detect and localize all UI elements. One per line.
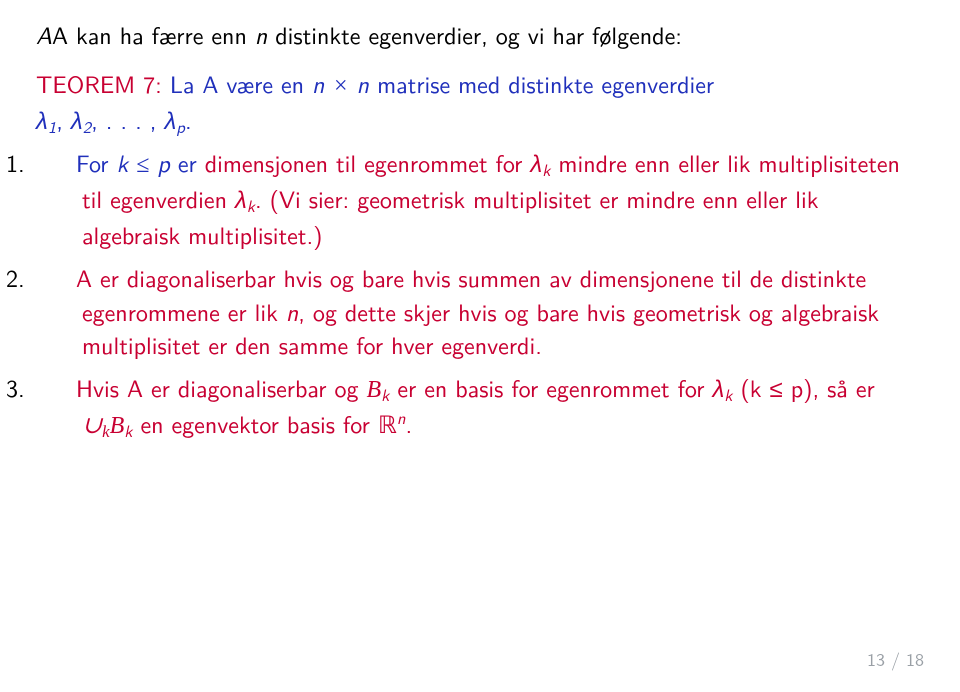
slide-page: AA kan ha færre enn n distinkte egenverd… [0, 0, 960, 692]
lambda-1: λ1 [36, 102, 56, 137]
intro-A: A [36, 17, 52, 52]
point-3-Bk: B [366, 377, 381, 403]
theorem-label: TEOREM 7: [36, 66, 162, 101]
intro-text-1: A kan ha færre enn [52, 17, 255, 52]
point-3-Rn: ℝn [378, 406, 406, 441]
intro-paragraph: AA kan ha færre enn n distinkte egenverd… [36, 18, 924, 51]
point-1-lamk-2: λk [235, 181, 255, 216]
point-1-lamk: λk [530, 145, 550, 180]
lambda-p: λp [164, 102, 185, 137]
point-2-body: A er diagonaliserbar hvis og bare hvis s… [76, 260, 879, 361]
point-3-num: 3. [44, 371, 76, 404]
page-number: 13 / 18 [867, 647, 924, 672]
theorem-tail: . [185, 102, 192, 137]
intro-n: n [255, 17, 267, 52]
theorem-nxn: n × n [312, 66, 369, 101]
intro-text-2: distinkte egenverdier, og vi har følgend… [267, 17, 682, 52]
theorem-lead-2: matrise med distinkte egenverdier [369, 66, 714, 101]
theorem-lead-1: La A være en [170, 66, 312, 101]
point-2-num: 2. [44, 261, 76, 294]
lambda-2: λ2 [71, 102, 91, 137]
point-2-n: n [286, 294, 298, 329]
point-3-cup: ∪k [82, 413, 110, 439]
point-2: 2.A er diagonaliserbar hvis og bare hvis… [82, 261, 924, 360]
point-1-kp: k ≤ p [117, 145, 170, 180]
point-3-Bk-2: B [110, 413, 125, 439]
point-1-body: For k ≤ p er [76, 145, 205, 180]
theorem-head: TEOREM 7: La A være en n × n matrise med… [36, 67, 924, 139]
theorem-lead: La A være en n × n matrise med distinkte… [170, 66, 714, 101]
point-1: 1.For k ≤ p er dimensjonen til egenromme… [82, 146, 924, 252]
theorem-lambdas: λ1, λ2, . . . , λp. [36, 102, 192, 137]
point-3: 3.Hvis A er diagonaliserbar og Bk er en … [82, 371, 924, 444]
point-3-lamk: λk [712, 370, 732, 405]
theorem-points: 1.For k ≤ p er dimensjonen til egenromme… [36, 146, 924, 444]
point-3-body: Hvis A er diagonaliserbar og Bk er en ba… [76, 370, 875, 442]
point-1-num: 1. [44, 146, 76, 179]
point-1-red: dimensjonen til egenrommet for λk mindre… [82, 145, 900, 253]
